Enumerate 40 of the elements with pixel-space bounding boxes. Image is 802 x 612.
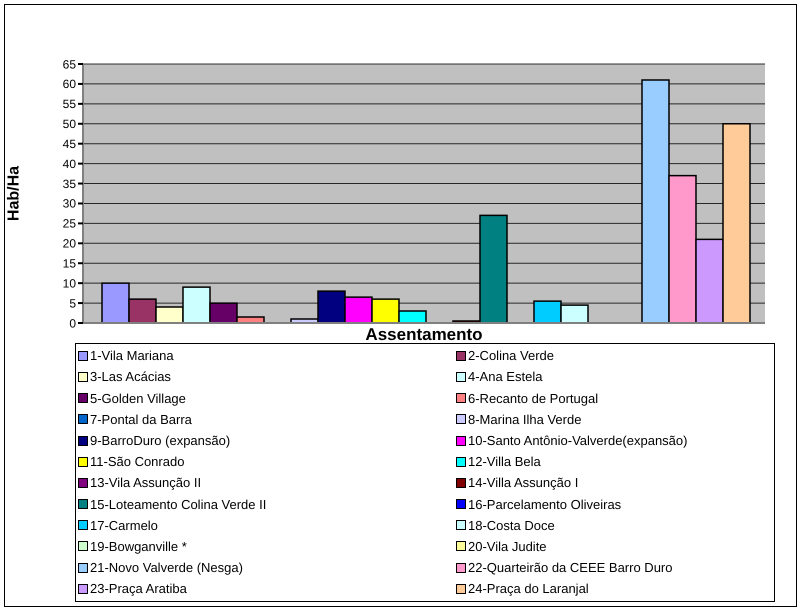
legend-label: 9-BarroDuro (expansão) [90, 433, 230, 448]
y-tick-label: 35 [62, 176, 76, 191]
legend-label: 3-Las Acácias [90, 369, 171, 384]
y-tick-label: 30 [62, 196, 76, 211]
legend-label: 11-São Conrado [90, 454, 184, 470]
y-tick-label: 55 [62, 97, 76, 112]
y-tick-label: 25 [62, 216, 76, 231]
legend-label: 24-Praça do Laranjal [468, 581, 589, 596]
legend-label: 6-Recanto de Portugal [468, 390, 598, 406]
y-tick-label: 65 [62, 57, 76, 72]
y-tick-label: 45 [62, 136, 76, 151]
legend-label: 19-Bowganville * [90, 538, 187, 554]
y-tick-label: 60 [62, 77, 76, 92]
legend-label: 15-Loteamento Colina Verde II [90, 496, 266, 512]
y-tick-label: 15 [62, 256, 76, 270]
legend-label: 22-Quarteirão da CEEE Barro Duro [468, 560, 672, 576]
legend-label: 20-Vila Judite [468, 538, 547, 554]
legend-label: 21-Novo Valverde (Nesga) [90, 560, 243, 576]
y-axis-title: Hab/Ha [6, 166, 23, 222]
y-tick-label: 0 [69, 316, 76, 330]
y-tick-label: 50 [62, 117, 76, 132]
y-tick-label: 5 [69, 296, 76, 310]
legend-label: 13-Vila Assunção II [90, 475, 202, 490]
legend-label: 16-Parcelamento Oliveiras [468, 496, 622, 512]
legend-label: 5-Golden Village [90, 390, 186, 406]
y-tick-label: 10 [62, 276, 76, 290]
legend-label: 18-Costa Doce [468, 518, 555, 533]
x-axis-title: Assentamento [365, 325, 483, 344]
y-tick-label: 40 [62, 156, 76, 171]
legend-label: 17-Carmelo [90, 518, 158, 533]
legend-label: 10-Santo Antônio-Valverde(expansão) [468, 433, 688, 448]
legend-label: 4-Ana Estela [468, 369, 542, 384]
legend-label: 2-Colina Verde [468, 348, 554, 364]
legend-label: 14-Villa Assunção I [468, 475, 578, 490]
legend-label: 1-Vila Mariana [90, 348, 174, 364]
legend-label: 23-Praça Aratiba [90, 581, 187, 596]
legend-label: 12-Villa Bela [468, 454, 541, 470]
legend-label: 8-Marina Ilha Verde [468, 412, 582, 427]
legend-label: 7-Pontal da Barra [90, 412, 192, 427]
y-tick-label: 20 [62, 236, 76, 251]
